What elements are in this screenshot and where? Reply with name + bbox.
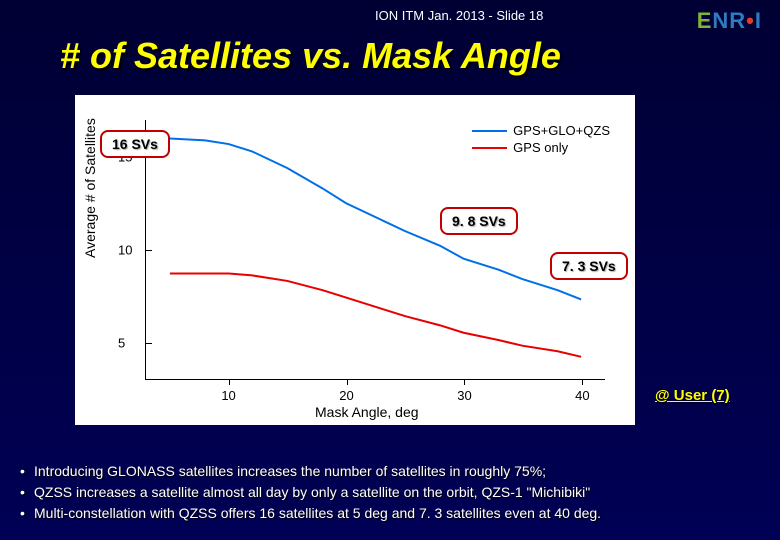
legend-item: GPS+GLO+QZS [472, 123, 610, 138]
x-tick-label: 10 [221, 388, 235, 403]
bullet-item: Introducing GLONASS satellites increases… [20, 461, 760, 482]
y-tick-label: 10 [118, 243, 132, 258]
series-line [170, 274, 581, 357]
series-line [170, 139, 581, 300]
chart-lines-svg [146, 120, 605, 379]
callout-7-3svs: 7. 3 SVs [550, 252, 628, 280]
logo-i: I [755, 8, 762, 33]
y-axis-label: Average # of Satellites [82, 118, 98, 258]
logo-dot: • [746, 8, 755, 33]
legend-label: GPS+GLO+QZS [513, 123, 610, 138]
plot-area: 5101510203040 [145, 120, 605, 380]
logo-e: E [697, 8, 713, 33]
slide-header: ION ITM Jan. 2013 - Slide 18 [375, 8, 543, 23]
legend-swatch [472, 130, 507, 132]
legend-swatch [472, 147, 507, 149]
x-tick-label: 30 [457, 388, 471, 403]
y-tick-label: 5 [118, 335, 125, 350]
x-tick-label: 20 [339, 388, 353, 403]
bullet-item: QZSS increases a satellite almost all da… [20, 482, 760, 503]
x-tick-label: 40 [575, 388, 589, 403]
callout-16svs: 16 SVs [100, 130, 170, 158]
callout-9-8svs: 9. 8 SVs [440, 207, 518, 235]
chart-legend: GPS+GLO+QZS GPS only [472, 123, 610, 157]
enri-logo: ENR•I [697, 8, 762, 34]
bullet-list: Introducing GLONASS satellites increases… [20, 461, 760, 524]
legend-label: GPS only [513, 140, 568, 155]
x-axis-label: Mask Angle, deg [315, 404, 419, 420]
user-label: @ User (7) [655, 387, 730, 404]
slide-title: # of Satellites vs. Mask Angle [60, 35, 561, 77]
legend-item: GPS only [472, 140, 610, 155]
logo-nr: NR [712, 8, 746, 33]
bullet-item: Multi-constellation with QZSS offers 16 … [20, 503, 760, 524]
